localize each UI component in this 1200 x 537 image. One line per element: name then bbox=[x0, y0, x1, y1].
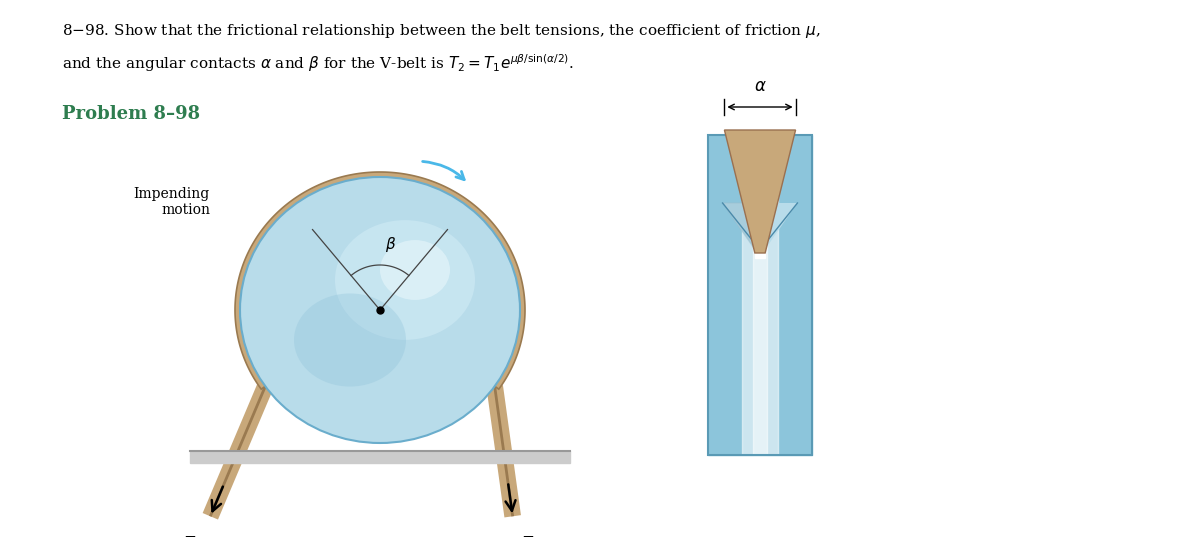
Polygon shape bbox=[722, 203, 798, 250]
Ellipse shape bbox=[240, 177, 520, 443]
Text: $T_1$: $T_1$ bbox=[522, 534, 539, 537]
Polygon shape bbox=[235, 172, 524, 389]
Ellipse shape bbox=[380, 240, 450, 300]
Polygon shape bbox=[708, 135, 812, 455]
Text: 8$-$98. Show that the frictional relationship between the belt tensions, the coe: 8$-$98. Show that the frictional relatio… bbox=[62, 22, 821, 40]
Text: and the angular contacts $\alpha$ and $\beta$ for the V-belt is $T_2 = T_1 e^{\m: and the angular contacts $\alpha$ and $\… bbox=[62, 52, 574, 74]
Text: $\alpha$: $\alpha$ bbox=[754, 78, 767, 95]
Text: Problem 8–98: Problem 8–98 bbox=[62, 105, 200, 123]
Polygon shape bbox=[755, 247, 764, 258]
Ellipse shape bbox=[294, 293, 406, 387]
Polygon shape bbox=[752, 135, 767, 455]
Polygon shape bbox=[742, 135, 779, 455]
Ellipse shape bbox=[335, 220, 475, 340]
Polygon shape bbox=[190, 451, 570, 463]
Text: $\beta$: $\beta$ bbox=[385, 236, 396, 255]
Text: $T_2$: $T_2$ bbox=[184, 534, 200, 537]
Polygon shape bbox=[722, 203, 757, 250]
Text: Impending
motion: Impending motion bbox=[133, 187, 210, 217]
Bar bbox=[708, 135, 812, 455]
Polygon shape bbox=[725, 130, 796, 253]
